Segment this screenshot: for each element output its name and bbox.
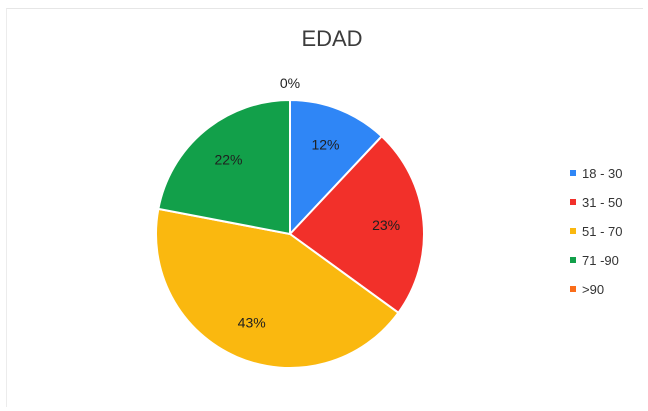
slice-value-label-90-4: 0% <box>280 75 300 91</box>
slice-labels: 12% 23% 43% 22% 0% <box>214 75 400 331</box>
pie-slice-51-70-2 <box>155 207 400 369</box>
legend-swatch-90-4 <box>570 286 576 292</box>
legend-label-90-4: >90 <box>582 282 604 297</box>
legend-label-31-50-1: 31 - 50 <box>582 195 622 210</box>
slice-value-label-31-50-1: 23% <box>372 217 400 233</box>
legend: 18 - 30 31 - 50 51 - 70 71 -90 >90 <box>570 166 622 297</box>
legend-swatch-18-30-0 <box>570 170 576 176</box>
slice-value-label-51-70-2: 43% <box>238 315 266 331</box>
slice-value-label-71-90-3: 22% <box>214 152 242 168</box>
legend-swatch-71-90-3 <box>570 257 576 263</box>
chart-title: EDAD <box>301 26 362 51</box>
pie-slice-18-30-0 <box>289 98 384 237</box>
pie-slices <box>155 98 425 369</box>
legend-label-18-30-0: 18 - 30 <box>582 166 622 181</box>
legend-label-51-70-2: 51 - 70 <box>582 224 622 239</box>
pie-slice-71-90-3 <box>157 98 291 236</box>
legend-label-71-90-3: 71 -90 <box>582 253 619 268</box>
legend-swatch-51-70-2 <box>570 228 576 234</box>
slice-value-label-18-30-0: 12% <box>311 136 339 152</box>
legend-swatch-31-50-1 <box>570 199 576 205</box>
pie-slice-31-50-1 <box>288 134 425 315</box>
